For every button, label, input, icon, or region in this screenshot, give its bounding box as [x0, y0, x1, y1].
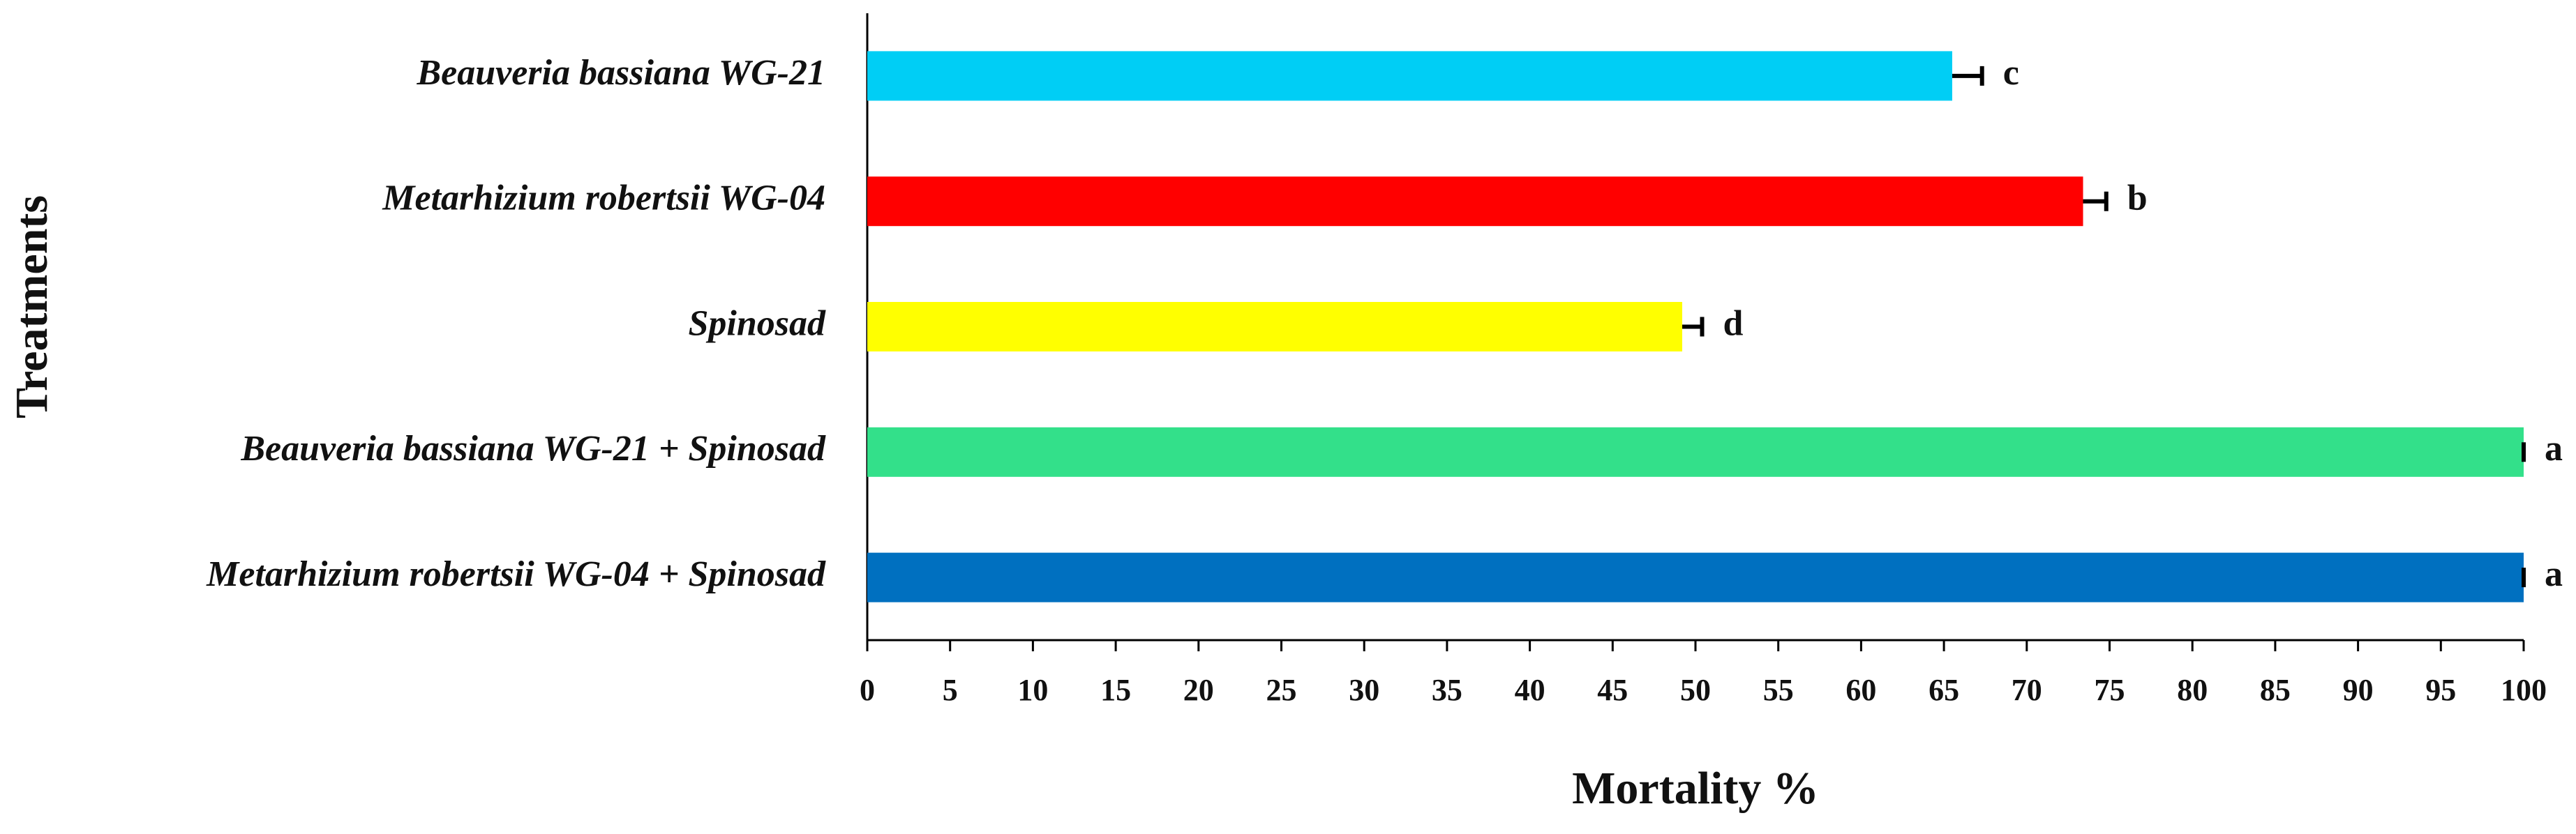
- y-tick-label: Spinosad: [688, 303, 826, 343]
- bar: [867, 552, 2524, 602]
- x-tick-label: 90: [2343, 673, 2374, 707]
- x-tick-label: 100: [2501, 673, 2547, 707]
- y-tick-label: Metarhizium robertsii WG-04 + Spinosad: [206, 554, 826, 594]
- x-tick-label: 10: [1017, 673, 1048, 707]
- significance-letter: a: [2545, 429, 2563, 469]
- significance-letter: b: [2127, 179, 2148, 218]
- bar: [867, 176, 2083, 227]
- x-axis-label: Mortality %: [1572, 763, 1819, 814]
- bar: [867, 51, 1952, 101]
- y-tick-label: Metarhizium robertsii WG-04: [382, 179, 825, 218]
- x-tick-label: 50: [1680, 673, 1711, 707]
- x-tick-label: 40: [1515, 673, 1545, 707]
- y-tick-label: Beauveria bassiana WG-21 + Spinosad: [240, 429, 826, 469]
- error-bar: [1952, 66, 1984, 86]
- bar: [867, 427, 2524, 477]
- x-tick-label: 85: [2260, 673, 2291, 707]
- x-tick-label: 45: [1597, 673, 1628, 707]
- x-tick-label: 55: [1763, 673, 1794, 707]
- x-tick-label: 80: [2177, 673, 2208, 707]
- x-tick-label: 30: [1349, 673, 1379, 707]
- x-tick-label: 35: [1432, 673, 1462, 707]
- x-tick-label: 75: [2095, 673, 2125, 707]
- x-tick-label: 70: [2012, 673, 2042, 707]
- x-tick-label: 15: [1100, 673, 1131, 707]
- bar: [867, 302, 1683, 351]
- significance-letter: a: [2545, 554, 2563, 594]
- x-tick-label: 65: [1929, 673, 1959, 707]
- y-tick-label: Beauveria bassiana WG-21: [416, 53, 825, 93]
- x-tick-label: 0: [860, 673, 875, 707]
- x-tick-label: 25: [1266, 673, 1297, 707]
- x-tick-label: 20: [1183, 673, 1214, 707]
- x-tick-label: 60: [1845, 673, 1876, 707]
- y-axis-label: Treatments: [6, 195, 57, 418]
- significance-letter: d: [1723, 303, 1743, 343]
- x-tick-label: 5: [943, 673, 958, 707]
- error-bar: [2083, 191, 2109, 211]
- error-bar: [1682, 317, 1705, 337]
- x-tick-label: 95: [2425, 673, 2456, 707]
- significance-letter: c: [2003, 53, 2019, 93]
